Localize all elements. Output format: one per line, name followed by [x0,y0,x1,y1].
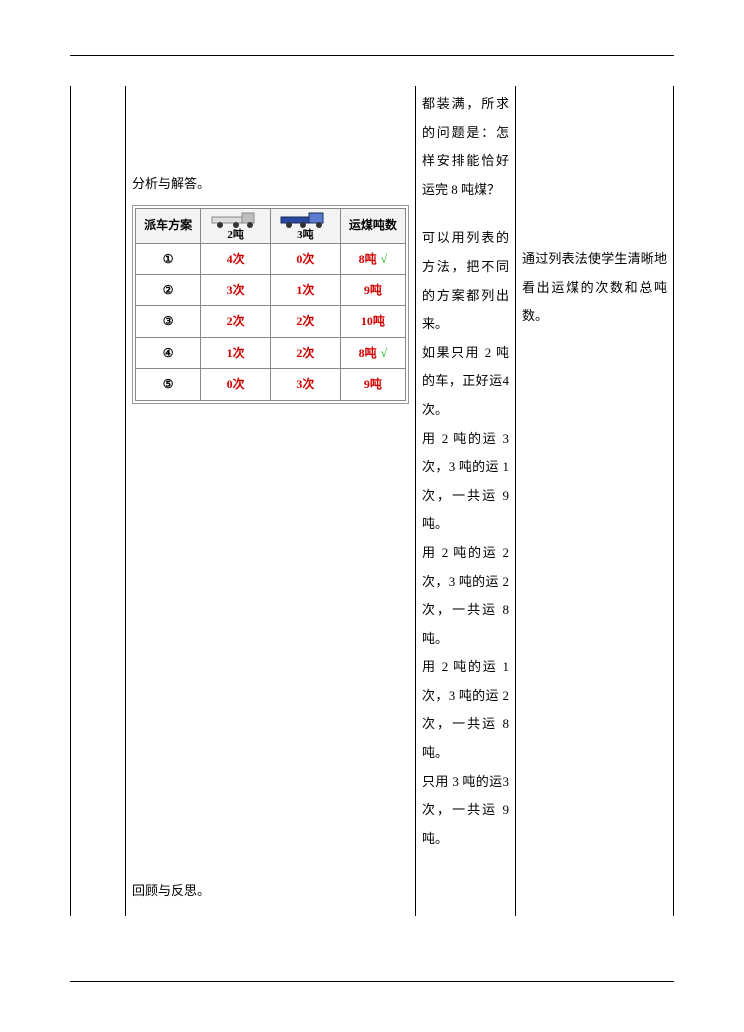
cell-2t: 2次 [201,306,271,337]
col4-text: 通过列表法使学生清晰地看出运煤的次数和总吨数。 [522,245,667,331]
th-truck3: 3吨 [270,208,340,243]
th-truck2: 2吨 [201,208,271,243]
bottom-rule [70,981,674,982]
col3-p3: 如果只用 2 吨的车，正好运4 次。 [422,339,509,425]
th-truck2-label: 2吨 [205,229,266,241]
check-icon: √ [381,346,388,360]
cell-2t: 0次 [201,369,271,400]
row-index: ① [136,243,201,274]
col3-p4: 用 2 吨的运 3次，3 吨的运 1次，一共运 9吨。 [422,425,509,539]
cell-tons: 9吨 [340,369,405,400]
truck-table-wrap: 派车方案 2吨 [132,205,409,404]
col3-p7: 只用 3 吨的运3 次，一共运 9吨。 [422,768,509,854]
truck3-icon [279,211,331,229]
table-row: ②3次1次9吨 [136,275,406,306]
col1-cell [71,86,126,916]
row-index: ② [136,275,201,306]
table-row: ①4次0次8吨√ [136,243,406,274]
col4-cell: 通过列表法使学生清晰地看出运煤的次数和总吨数。 [516,86,674,916]
cell-tons: 9吨 [340,275,405,306]
col3-p2: 可以用列表的方法，把不同的方案都列出来。 [422,224,509,338]
table-row: ⑤0次3次9吨 [136,369,406,400]
reflect-label: 回顾与反思。 [132,877,210,906]
col3-p6: 用 2 吨的运 1次，3 吨的运 2次，一共运 8吨。 [422,653,509,767]
cell-2t: 4次 [201,243,271,274]
col2-cell: 分析与解答。 派车方案 [126,86,416,916]
th-tons: 运煤吨数 [340,208,405,243]
cell-3t: 1次 [270,275,340,306]
col3-p1: 都装满，所求的问题是：怎样安排能恰好运完 8 吨煤？ [422,90,509,204]
cell-3t: 2次 [270,306,340,337]
cell-2t: 1次 [201,337,271,368]
analysis-label: 分析与解答。 [132,170,409,199]
truck2-icon [210,211,262,229]
cell-3t: 0次 [270,243,340,274]
th-truck3-label: 3吨 [275,229,336,241]
table-row: ④1次2次8吨√ [136,337,406,368]
main-layout-table: 分析与解答。 派车方案 [70,86,674,916]
col3-cell: 都装满，所求的问题是：怎样安排能恰好运完 8 吨煤？ 可以用列表的方法，把不同的… [416,86,516,916]
row-index: ③ [136,306,201,337]
col3-p5: 用 2 吨的运 2次，3 吨的运 2次，一共运 8吨。 [422,539,509,653]
th-plan: 派车方案 [136,208,201,243]
table-row: ③2次2次10吨 [136,306,406,337]
row-index: ⑤ [136,369,201,400]
top-rule [70,55,674,56]
cell-3t: 3次 [270,369,340,400]
check-icon: √ [381,252,388,266]
cell-tons: 8吨√ [340,243,405,274]
cell-3t: 2次 [270,337,340,368]
cell-2t: 3次 [201,275,271,306]
cell-tons: 8吨√ [340,337,405,368]
row-index: ④ [136,337,201,368]
truck-table: 派车方案 2吨 [135,208,406,401]
cell-tons: 10吨 [340,306,405,337]
